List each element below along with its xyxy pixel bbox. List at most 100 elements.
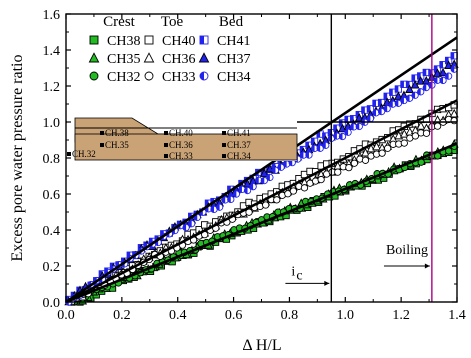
- inset-sensor: CH.40: [164, 128, 193, 138]
- data-point: [383, 105, 391, 113]
- x-tick-label: 1.2: [392, 308, 410, 323]
- inset-sensor: CH.34: [222, 151, 251, 161]
- marker-half-fill: [383, 93, 388, 100]
- marker-half-fill: [227, 186, 231, 193]
- marker-half-fill: [423, 69, 427, 76]
- legend-entry: CH34: [199, 70, 250, 85]
- x-tick-label: 1.0: [337, 308, 355, 323]
- marker-half-fill: [182, 224, 187, 231]
- sensor-marker: [67, 152, 71, 156]
- data-point: [377, 107, 386, 116]
- data-point: [210, 205, 218, 214]
- marker-half-fill: [311, 138, 315, 145]
- marker-half-fill: [445, 72, 449, 80]
- inset-sensor: CH.41: [222, 128, 251, 138]
- sensor-marker: [222, 143, 226, 147]
- annotations: Boiling i c: [285, 243, 430, 286]
- data-point: [350, 159, 359, 167]
- marker-half-fill: [200, 36, 204, 44]
- sensor-label: CH.33: [169, 151, 193, 161]
- x-tick-label: 0.6: [225, 308, 243, 323]
- y-tick-label: 1.4: [43, 44, 61, 59]
- legend-marker: [144, 35, 154, 45]
- data-point: [316, 144, 324, 152]
- legend-entry: CH38: [89, 34, 140, 49]
- foundation-bed: [74, 133, 298, 161]
- marker-half-fill: [300, 151, 304, 159]
- legend: Crest CH38 CH35 CH32 Toe CH40 CH36 CH33 Bed CH41 C…: [88, 14, 250, 85]
- data-point: [449, 108, 459, 118]
- sensor-label: CH.37: [227, 140, 251, 150]
- marker-half-fill: [249, 175, 254, 182]
- trend-line: [65, 99, 458, 304]
- data-point: [416, 121, 426, 130]
- data-point: [384, 144, 392, 152]
- y-axis-title: Excess pore water pressure ratio: [9, 54, 26, 261]
- marker-half-fill: [417, 72, 421, 80]
- data-point: [271, 166, 280, 174]
- data-point: [372, 141, 381, 151]
- data-point: [273, 196, 281, 204]
- marker-half-fill: [272, 163, 276, 170]
- marker-half-fill: [311, 145, 315, 152]
- data-point: [277, 163, 285, 171]
- marker-half-fill: [127, 252, 131, 259]
- data-point: [232, 190, 241, 198]
- y-tick-label: 0.2: [43, 260, 61, 275]
- legend-group-title: Bed: [219, 14, 244, 30]
- x-tick-label: 0.0: [57, 308, 75, 323]
- data-point: [355, 122, 363, 131]
- data-point: [338, 123, 347, 133]
- data-point: [444, 72, 453, 80]
- data-point: [422, 83, 430, 92]
- marker-half-fill: [350, 115, 354, 122]
- marker-half-fill: [255, 177, 259, 184]
- marker-half-fill: [423, 84, 427, 91]
- marker-half-fill: [367, 105, 371, 113]
- marker-half-fill: [316, 130, 321, 138]
- legend-marker: [199, 71, 209, 81]
- sensor-label: CH.41: [227, 128, 251, 138]
- inset-sensor: CH.37: [222, 140, 251, 150]
- marker-half-fill: [406, 81, 410, 88]
- data-point: [338, 132, 347, 141]
- legend-marker: [89, 71, 99, 81]
- data-point: [344, 128, 352, 136]
- sensor-marker: [222, 131, 226, 135]
- marker-half-fill: [277, 164, 282, 171]
- data-point: [259, 168, 269, 177]
- data-point: [405, 84, 414, 93]
- data-point: [400, 139, 408, 147]
- marker-half-fill: [439, 77, 444, 84]
- marker-half-fill: [411, 74, 416, 82]
- sensor-label: CH.34: [227, 151, 251, 161]
- marker-half-fill: [227, 196, 231, 203]
- marker-half-fill: [272, 167, 276, 174]
- x-tick-label: 0.8: [281, 308, 299, 323]
- marker-half-fill: [188, 220, 192, 227]
- marker-half-fill: [300, 146, 304, 153]
- marker-half-fill: [283, 160, 287, 168]
- legend-group-title: Toe: [161, 14, 184, 30]
- marker-half-fill: [406, 95, 410, 102]
- series-ch34: [65, 65, 458, 306]
- data-point: [182, 223, 190, 232]
- data-layer: [64, 52, 459, 306]
- marker-half-fill: [322, 142, 326, 149]
- legend-marker: [198, 52, 210, 63]
- sensor-label: CH.40: [169, 128, 193, 138]
- data-point: [322, 141, 330, 149]
- marker-half-fill: [289, 159, 293, 166]
- marker-half-fill: [383, 105, 388, 112]
- marker-half-fill: [188, 213, 192, 220]
- legend-label: CH40: [162, 34, 195, 49]
- data-point: [366, 114, 375, 123]
- sensor-marker: [100, 131, 104, 135]
- data-point: [255, 176, 263, 184]
- marker-half-fill: [378, 99, 382, 106]
- data-point: [433, 122, 442, 130]
- data-point: [361, 147, 370, 157]
- annotation-arrowhead: [324, 280, 330, 286]
- legend-entry: CH36: [143, 52, 195, 67]
